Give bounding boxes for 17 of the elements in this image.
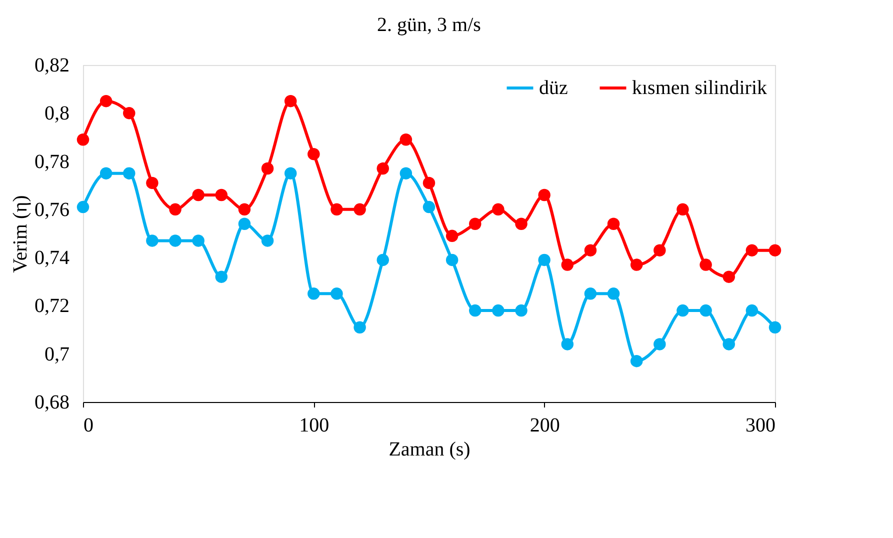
y-tick-label: 0,76 <box>34 198 70 221</box>
x-tick-label: 0 <box>84 414 94 436</box>
y-tick-label: 0,74 <box>34 247 70 270</box>
x-tick-label: 300 <box>746 414 776 436</box>
y-tick-label: 0,8 <box>44 102 70 125</box>
x-tick-label: 200 <box>530 414 560 436</box>
legend-label: düz <box>539 77 568 99</box>
y-tick-label: 0,72 <box>34 295 70 318</box>
x-axis-title: Zaman (s) <box>388 438 470 460</box>
legend-label: kısmen silindirik <box>632 77 767 99</box>
y-tick-label: 0,7 <box>44 343 70 366</box>
y-tick-label: 0,82 <box>34 54 70 76</box>
y-axis-title: Verim (η) <box>10 195 32 273</box>
x-tick-label: 100 <box>299 414 330 436</box>
y-tick-label: 0,68 <box>34 392 70 414</box>
chart-title: 2. gün, 3 m/s <box>377 14 482 36</box>
y-tick-label: 0,78 <box>34 150 70 173</box>
